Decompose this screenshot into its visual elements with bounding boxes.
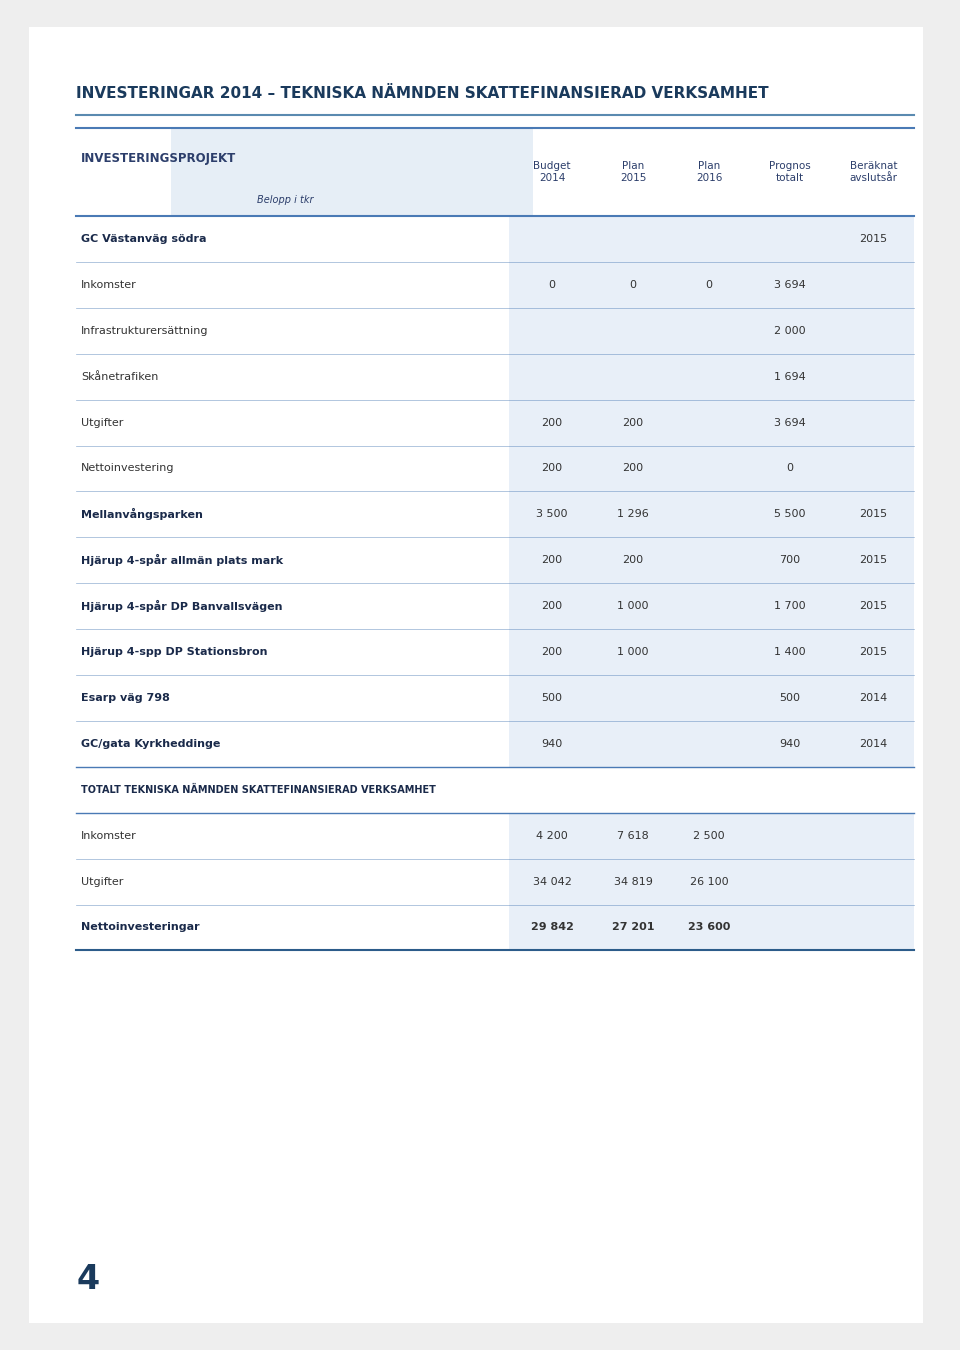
Text: 0: 0 [706,279,712,290]
Text: Plan
2015: Plan 2015 [620,162,646,182]
Text: 500: 500 [780,693,801,703]
Text: Prognos
totalt: Prognos totalt [769,162,811,182]
Text: Utgifter: Utgifter [81,417,123,428]
Text: 23 600: 23 600 [688,922,731,933]
Text: 2015: 2015 [859,509,887,520]
Text: 200: 200 [541,417,563,428]
Text: Nettoinvesteringar: Nettoinvesteringar [81,922,200,933]
FancyBboxPatch shape [509,583,914,629]
FancyBboxPatch shape [509,721,914,767]
Text: 200: 200 [541,463,563,474]
Text: 200: 200 [622,463,643,474]
Text: 34 042: 34 042 [533,876,571,887]
Text: Mellanvångsparken: Mellanvångsparken [81,509,203,520]
Text: 29 842: 29 842 [531,922,573,933]
Text: Budget
2014: Budget 2014 [534,162,571,182]
Text: 3 694: 3 694 [774,279,805,290]
Text: 1 000: 1 000 [617,601,649,612]
FancyBboxPatch shape [509,446,914,491]
Text: INVESTERINGAR 2014 – TEKNISKA NÄMNDEN SKATTEFINANSIERAD VERKSAMHET: INVESTERINGAR 2014 – TEKNISKA NÄMNDEN SK… [76,86,769,101]
Text: 940: 940 [780,738,801,749]
FancyBboxPatch shape [509,354,914,400]
Text: 27 201: 27 201 [612,922,654,933]
Text: 34 819: 34 819 [613,876,653,887]
FancyBboxPatch shape [509,675,914,721]
Text: 4: 4 [76,1264,99,1296]
Text: 0: 0 [548,279,556,290]
FancyBboxPatch shape [509,904,914,950]
Text: 2 000: 2 000 [774,325,805,336]
Text: 2015: 2015 [859,601,887,612]
Text: Hjärup 4-spår DP Banvallsvägen: Hjärup 4-spår DP Banvallsvägen [81,601,282,612]
Text: Inkomster: Inkomster [81,830,136,841]
FancyBboxPatch shape [509,262,914,308]
FancyBboxPatch shape [509,308,914,354]
FancyBboxPatch shape [509,859,914,905]
FancyBboxPatch shape [509,216,914,262]
Text: 200: 200 [541,601,563,612]
Text: INVESTERINGSPROJEKT: INVESTERINGSPROJEKT [81,153,236,166]
FancyBboxPatch shape [29,27,924,1323]
Text: Utgifter: Utgifter [81,876,123,887]
Text: Infrastrukturersättning: Infrastrukturersättning [81,325,208,336]
Text: TOTALT TEKNISKA NÄMNDEN SKATTEFINANSIERAD VERKSAMHET: TOTALT TEKNISKA NÄMNDEN SKATTEFINANSIERA… [81,784,436,795]
FancyBboxPatch shape [509,491,914,537]
Text: 940: 940 [541,738,563,749]
Text: 1 694: 1 694 [774,371,805,382]
Text: 200: 200 [622,417,643,428]
FancyBboxPatch shape [509,813,914,859]
Text: 700: 700 [780,555,801,566]
Text: Beräknat
avslutsår: Beräknat avslutsår [850,162,898,182]
Text: Skånetrafiken: Skånetrafiken [81,371,158,382]
Text: 2014: 2014 [859,738,887,749]
Text: 2 500: 2 500 [693,830,725,841]
Text: GC Västanväg södra: GC Västanväg södra [81,234,206,244]
FancyBboxPatch shape [509,629,914,675]
Text: Nettoinvestering: Nettoinvestering [81,463,175,474]
Text: Hjärup 4-spår allmän plats mark: Hjärup 4-spår allmän plats mark [81,555,283,566]
Text: 1 296: 1 296 [617,509,649,520]
Text: Plan
2016: Plan 2016 [696,162,722,182]
Text: 5 500: 5 500 [775,509,805,520]
Text: 200: 200 [622,555,643,566]
Text: 200: 200 [541,555,563,566]
Text: Esarp väg 798: Esarp väg 798 [81,693,170,703]
Text: Hjärup 4-spp DP Stationsbron: Hjärup 4-spp DP Stationsbron [81,647,268,657]
Text: 26 100: 26 100 [690,876,729,887]
Text: 7 618: 7 618 [617,830,649,841]
Text: 3 694: 3 694 [774,417,805,428]
Text: 1 400: 1 400 [774,647,805,657]
Text: Inkomster: Inkomster [81,279,136,290]
Text: 2015: 2015 [859,555,887,566]
Text: 1 000: 1 000 [617,647,649,657]
Text: 4 200: 4 200 [537,830,568,841]
FancyBboxPatch shape [509,537,914,583]
Text: 1 700: 1 700 [774,601,805,612]
Text: 500: 500 [541,693,563,703]
Text: 2014: 2014 [859,693,887,703]
Text: 3 500: 3 500 [537,509,567,520]
Text: 2015: 2015 [859,234,887,244]
Text: 0: 0 [786,463,794,474]
Text: Belopp i tkr: Belopp i tkr [257,196,314,205]
Text: 200: 200 [541,647,563,657]
FancyBboxPatch shape [509,400,914,446]
FancyBboxPatch shape [171,128,533,216]
Text: 2015: 2015 [859,647,887,657]
Text: 0: 0 [630,279,636,290]
Text: GC/gata Kyrkheddinge: GC/gata Kyrkheddinge [81,738,220,749]
